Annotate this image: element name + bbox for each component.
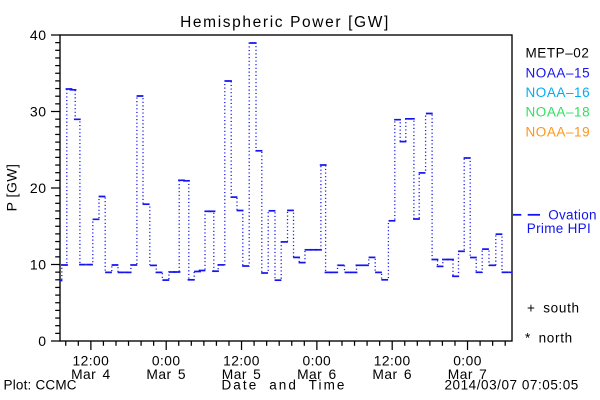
svg-text:12:00: 12:00 (72, 354, 109, 369)
svg-text:NOAA–18: NOAA–18 (526, 105, 591, 120)
svg-text:Mar 4: Mar 4 (71, 367, 111, 382)
svg-text:30: 30 (30, 103, 47, 119)
svg-text:10: 10 (30, 256, 47, 272)
svg-text:Date and Time: Date and Time (221, 378, 346, 393)
svg-text:2014/03/07 07:05:05: 2014/03/07 07:05:05 (445, 378, 579, 393)
svg-text:Hemispheric Power [GW]: Hemispheric Power [GW] (180, 14, 390, 31)
svg-text:+ south: + south (527, 301, 580, 316)
svg-text:20: 20 (30, 180, 47, 196)
svg-text:NOAA–16: NOAA–16 (526, 85, 591, 100)
svg-text:* north: * north (525, 331, 573, 346)
svg-text:P [GW]: P [GW] (4, 164, 20, 212)
svg-text:0:00: 0:00 (303, 354, 332, 369)
svg-text:Mar 5: Mar 5 (222, 367, 262, 382)
svg-text:0:00: 0:00 (152, 354, 181, 369)
svg-text:Mar 6: Mar 6 (297, 367, 337, 382)
svg-text:0: 0 (38, 333, 46, 349)
svg-text:Mar 7: Mar 7 (448, 367, 488, 382)
svg-text:Prime HPI: Prime HPI (527, 221, 591, 236)
svg-text:Mar 6: Mar 6 (372, 367, 412, 382)
svg-text:12:00: 12:00 (223, 354, 260, 369)
svg-text:12:00: 12:00 (374, 354, 411, 369)
svg-text:Plot: CCMC: Plot: CCMC (4, 378, 77, 393)
svg-text:40: 40 (30, 27, 47, 43)
svg-text:NOAA–19: NOAA–19 (526, 124, 591, 139)
svg-text:Ovation: Ovation (548, 208, 597, 223)
svg-text:Mar 5: Mar 5 (146, 367, 186, 382)
svg-text:NOAA–15: NOAA–15 (526, 65, 591, 80)
svg-text:METP–02: METP–02 (526, 46, 590, 61)
svg-text:0:00: 0:00 (453, 354, 482, 369)
